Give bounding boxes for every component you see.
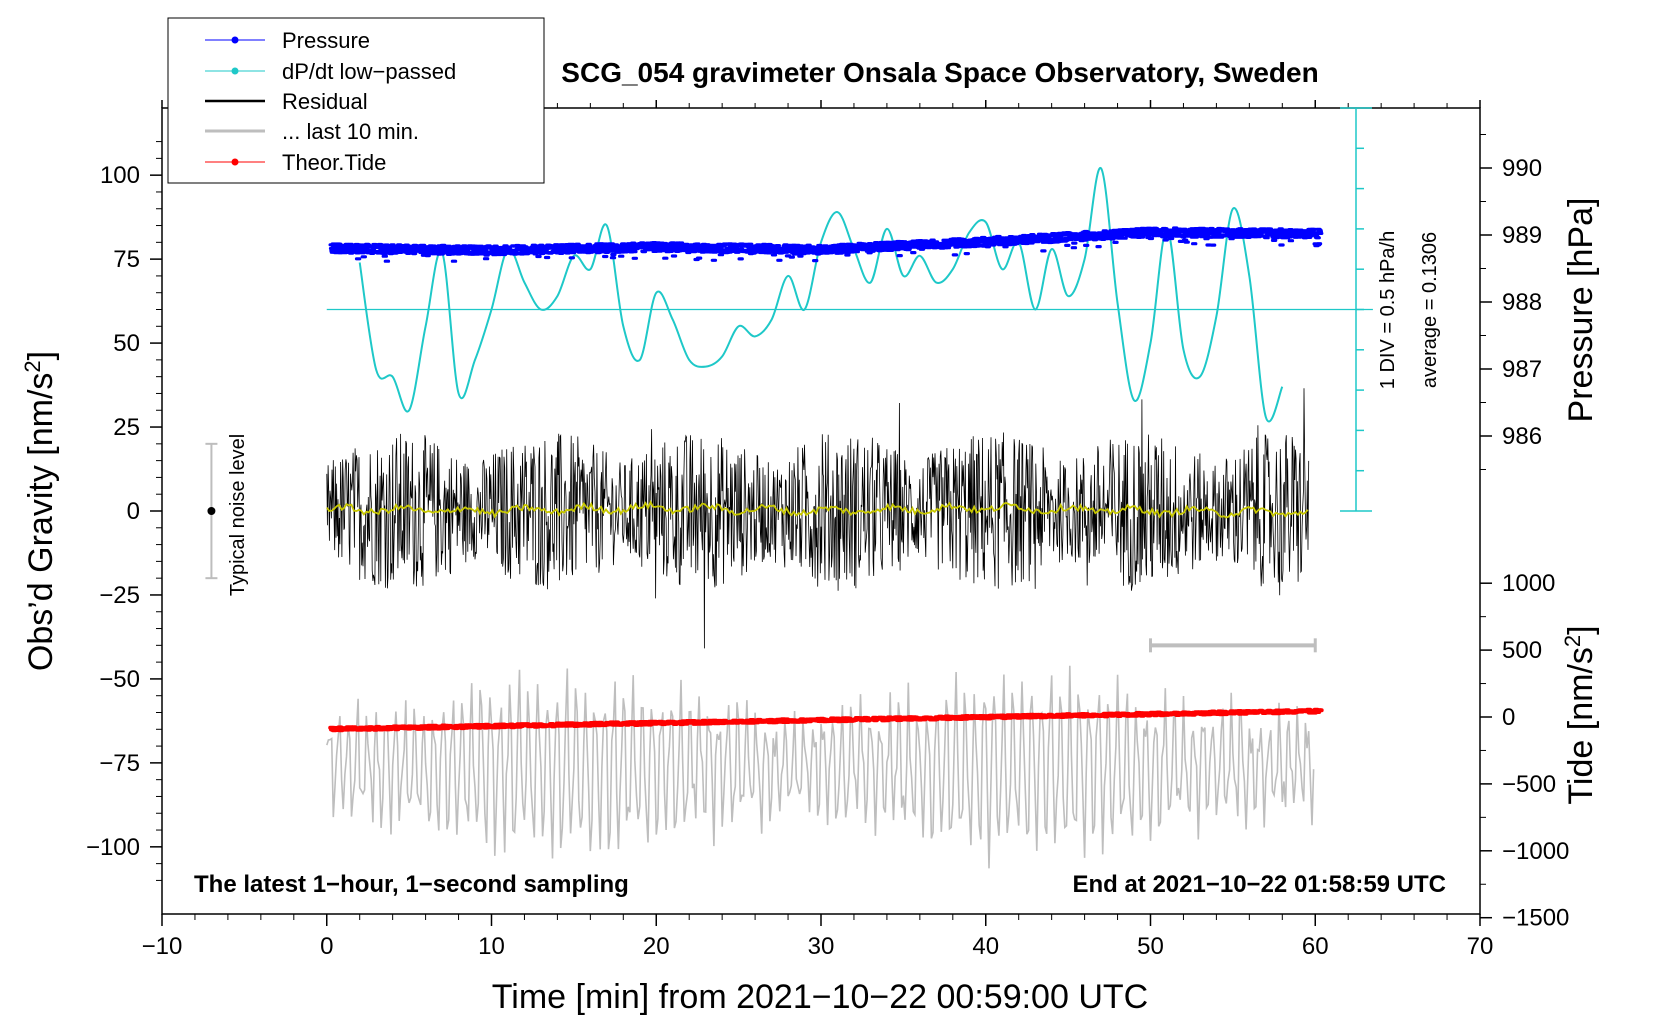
legend-last10-label: ... last 10 min.: [282, 119, 419, 144]
last10-line: [326, 665, 1315, 869]
dpdt-scale: [1340, 107, 1372, 512]
y-tick-label: 75: [113, 246, 140, 273]
tide-tick-label: 1000: [1502, 570, 1555, 597]
x-tick-label: 40: [972, 933, 999, 960]
sampling-note: The latest 1−hour, 1−second sampling: [194, 871, 629, 898]
pressure-series: [328, 226, 1324, 263]
legend-tide-dot: [231, 158, 239, 166]
x-tick-label: 10: [478, 933, 505, 960]
y-tick-label: 25: [113, 414, 140, 441]
legend-item-dpdt: dP/dt low−passed: [205, 59, 456, 84]
x-tick-label: 70: [1467, 933, 1494, 960]
legend-dpdt-dot: [231, 67, 239, 75]
tide-tick-label: −1000: [1502, 838, 1569, 865]
x-tick-label: 50: [1137, 933, 1164, 960]
y-tick-label: 100: [100, 162, 140, 189]
dpdt-line: [358, 167, 1284, 423]
pressure-tick-label: 986: [1502, 423, 1542, 450]
pressure-tick-label: 989: [1502, 222, 1542, 249]
pressure-tick-label: 987: [1502, 356, 1542, 383]
tide-tick-label: −500: [1502, 771, 1556, 798]
residual-line: [326, 388, 1310, 649]
x-axis: −10 0 10 20 30 40 50 60 70: [142, 100, 1494, 960]
legend-item-tide: Theor.Tide: [205, 150, 386, 175]
pressure-points: [328, 226, 1324, 263]
x-axis-title: Time [min] from 2021−10−22 00:59:00 UTC: [492, 978, 1148, 1016]
y-tick-label: −25: [99, 582, 140, 609]
y-tick-label: −100: [86, 834, 140, 861]
x-tick-label: 0: [320, 933, 333, 960]
tide-points: [328, 707, 1324, 733]
legend-residual-label: Residual: [282, 89, 368, 114]
average-label: average = 0.1306: [1419, 232, 1441, 388]
y-tick-label: 50: [113, 330, 140, 357]
residual-smoothed-series: [326, 500, 1309, 519]
legend-pressure-dot: [231, 36, 239, 44]
y-tick-label: −50: [99, 666, 140, 693]
x-tick-label: 30: [808, 933, 835, 960]
tide-tick-label: 500: [1502, 637, 1542, 664]
noise-center-dot: [207, 507, 216, 515]
div-label: 1 DIV = 0.5 hPa/h: [1377, 231, 1399, 389]
tide-series: [328, 707, 1324, 733]
tide-axis: −1500 −1000 −500 0 500 1000: [1480, 570, 1569, 932]
y-tick-label: −75: [99, 750, 140, 777]
noise-level-marker: [205, 442, 218, 580]
x-tick-label: −10: [142, 933, 183, 960]
x-tick-label: 20: [643, 933, 670, 960]
last10-series: [326, 638, 1317, 869]
legend-item-last10: ... last 10 min.: [205, 119, 419, 144]
noise-level-label: Typical noise level: [227, 434, 249, 596]
pressure-tick-label: 988: [1502, 289, 1542, 316]
tide-tick-label: −1500: [1502, 905, 1569, 932]
legend-pressure-label: Pressure: [282, 28, 370, 53]
legend-tide-label: Theor.Tide: [282, 150, 386, 175]
legend-item-pressure: Pressure: [205, 28, 370, 53]
end-time-note: End at 2021−10−22 01:58:59 UTC: [1072, 871, 1446, 898]
residual-series: [326, 388, 1310, 649]
residual-smoothed-line: [326, 500, 1309, 519]
tide-axis-title: Tide [nm/s2]: [1560, 625, 1600, 804]
pressure-tick-label: 990: [1502, 155, 1542, 182]
pressure-axis: 986 987 988 989 990: [1480, 134, 1542, 470]
x-tick-label: 60: [1302, 933, 1329, 960]
y-axis-left-title: Obs’d Gravity [nm/s2]: [20, 351, 60, 671]
legend-item-residual: Residual: [205, 89, 368, 114]
y-axis-left: −100 −75 −50 −25 0 25 50 75 100: [86, 141, 162, 881]
legend-dpdt-label: dP/dt low−passed: [282, 59, 456, 84]
pressure-axis-title: Pressure [hPa]: [1562, 198, 1600, 423]
legend: Pressure dP/dt low−passed Residual ... l…: [167, 17, 545, 184]
chart-title: SCG_054 gravimeter Onsala Space Observat…: [561, 57, 1318, 88]
tide-tick-label: 0: [1502, 704, 1515, 731]
dpdt-series: [326, 167, 1373, 423]
y-tick-label: 0: [127, 498, 140, 525]
